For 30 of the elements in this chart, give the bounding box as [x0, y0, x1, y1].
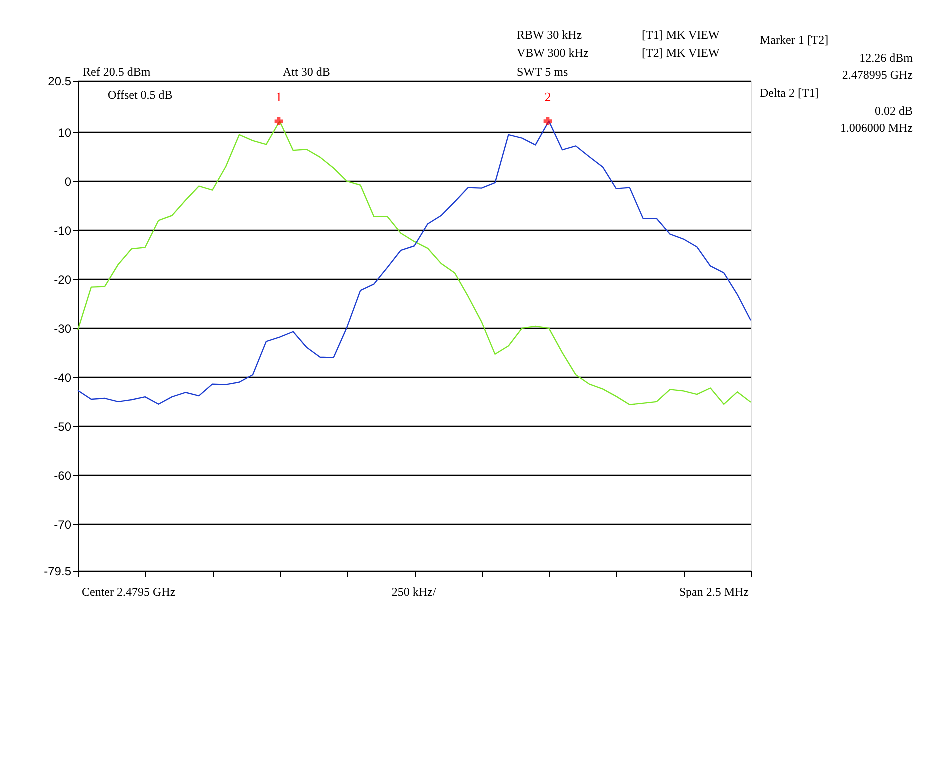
- text: SWT 5 ms: [517, 65, 568, 79]
- text: Att 30 dB: [283, 65, 330, 79]
- text: [T2] MK VIEW: [642, 46, 720, 60]
- y-tick-label: -30: [54, 322, 72, 336]
- text: Delta 2 [T1]: [760, 86, 820, 100]
- annotation: 1: [276, 89, 282, 104]
- text: Span 2.5 MHz: [679, 585, 749, 599]
- text: Center 2.4795 GHz: [82, 585, 176, 599]
- y-tick-label: 20.5: [48, 74, 72, 88]
- text: 250 kHz/: [392, 585, 437, 599]
- y-tick-label: -79.5: [44, 564, 72, 578]
- text: [T1] MK VIEW: [642, 28, 720, 42]
- y-tick-label: 10: [58, 126, 72, 140]
- text: Marker 1 [T2]: [760, 33, 829, 47]
- y-tick-label: -70: [54, 518, 72, 532]
- text: 12.26 dBm: [860, 51, 914, 65]
- y-tick-label: -20: [54, 272, 72, 287]
- y-tick-label: -60: [54, 468, 72, 483]
- text: RBW 30 kHz: [517, 28, 582, 42]
- y-tick-label: -40: [54, 370, 72, 385]
- text: 2.478995 GHz: [842, 68, 913, 82]
- text: 1.006000 MHz: [840, 121, 913, 135]
- text: VBW 300 kHz: [517, 46, 589, 60]
- y-tick-label: 0: [64, 174, 72, 189]
- text: Ref 20.5 dBm: [83, 65, 152, 79]
- text: 0.02 dB: [874, 104, 913, 118]
- annotation: 2: [544, 89, 552, 104]
- y-tick-label: -10: [54, 224, 72, 238]
- y-tick-label: -50: [54, 420, 72, 434]
- annotation: Offset 0.5 dB: [108, 88, 173, 102]
